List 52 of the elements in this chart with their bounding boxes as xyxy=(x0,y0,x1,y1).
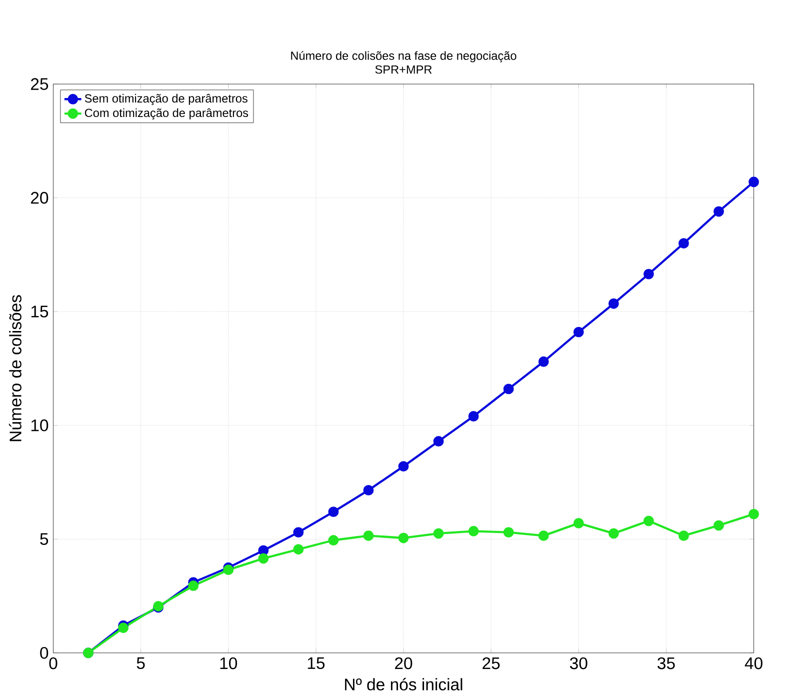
point xyxy=(433,528,444,539)
point xyxy=(643,269,654,280)
point xyxy=(433,436,444,447)
point xyxy=(363,485,374,496)
x-tick-label: 15 xyxy=(308,658,325,670)
x-tick-label: 40 xyxy=(744,658,762,670)
point xyxy=(468,526,479,537)
legend-label: Sem otimização de parâmetros xyxy=(84,94,248,106)
chart-title: Número de colisões na fase de negociação xyxy=(291,51,516,63)
y-tick-label: 10 xyxy=(31,420,48,432)
point xyxy=(714,520,724,531)
point xyxy=(328,506,339,518)
x-tick-label: 35 xyxy=(658,658,675,670)
point xyxy=(468,411,479,422)
x-tick-label: 20 xyxy=(395,658,412,670)
point xyxy=(328,535,339,546)
point xyxy=(714,206,724,217)
point xyxy=(748,509,759,520)
point xyxy=(258,553,269,564)
chart-subtitle: SPR+MPR xyxy=(375,66,432,74)
point xyxy=(573,518,584,529)
point xyxy=(538,356,549,368)
y-tick-label: 20 xyxy=(31,192,48,204)
point xyxy=(398,461,409,472)
point xyxy=(293,544,304,555)
y-axis-title: Número de colisões xyxy=(8,295,22,442)
point xyxy=(258,546,269,556)
legend-label: Com otimização de parâmetros xyxy=(84,108,248,120)
point xyxy=(608,528,619,539)
point xyxy=(748,176,759,188)
point xyxy=(398,532,409,544)
x-tick-label: 10 xyxy=(220,658,238,670)
point xyxy=(293,527,304,538)
point xyxy=(573,327,584,338)
point xyxy=(608,298,619,310)
point xyxy=(363,530,374,542)
x-tick-label: 25 xyxy=(482,658,500,670)
x-axis-title: Nº de nós inicial xyxy=(345,678,462,691)
x-tick-label: 5 xyxy=(136,658,145,670)
y-tick-label: 15 xyxy=(31,306,48,318)
point xyxy=(503,527,514,538)
point xyxy=(678,238,689,249)
x-tick-label: 0 xyxy=(49,658,58,670)
y-tick-label: 0 xyxy=(40,647,48,660)
point xyxy=(188,580,199,592)
y-tick-label: 5 xyxy=(40,534,48,546)
point xyxy=(643,516,654,526)
x-tick-label: 30 xyxy=(570,658,588,670)
point xyxy=(503,384,514,394)
y-tick-label: 25 xyxy=(31,78,48,90)
point xyxy=(678,530,689,542)
point xyxy=(538,530,549,542)
